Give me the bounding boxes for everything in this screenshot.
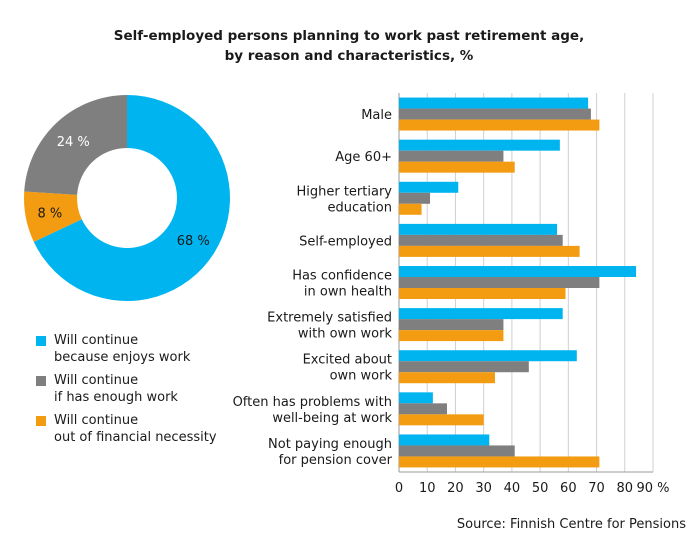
x-tick-label: 70 [588,481,605,496]
category-label: Extremely satisfied [267,311,392,326]
chart-title-line-1: Self-employed persons planning to work p… [113,28,585,44]
category-label: Not paying enough [268,437,392,452]
chart-title-line-2: by reason and characteristics, % [224,48,474,64]
category-label: Has confidence [292,269,392,284]
category-label: Male [361,108,392,123]
source-note: Source: Finnish Centre for Pensions [456,517,686,532]
x-tick-label: 80 [617,481,634,496]
legend-swatch-financial-necessity [36,416,46,426]
bar-6-3 [399,330,504,342]
legend-label-line: if has enough work [54,390,178,405]
legend-label-line: out of financial necessity [54,430,217,445]
category-label: in own health [304,285,392,300]
bar-2-3 [399,161,515,173]
x-tick-label: 50 [532,481,549,496]
x-tick-label: 0 [395,481,403,496]
pie-slice-label: 24 % [57,135,90,150]
category-label: with own work [298,327,393,342]
bar-3-1 [399,181,459,193]
x-tick-label: 40 [504,481,521,496]
bar-9-1 [399,434,490,446]
bar-7-2 [399,361,529,373]
category-label: Excited about [303,353,392,368]
bar-8-2 [399,403,447,415]
pie-slice-3 [24,95,127,195]
bar-1-3 [399,119,600,131]
bar-6-1 [399,308,563,320]
category-label: Self-employed [299,234,392,249]
bar-1-1 [399,97,589,109]
bar-7-1 [399,350,577,362]
bar-4-3 [399,245,580,257]
category-label: Age 60+ [335,150,392,165]
legend-label-line: because enjoys work [54,350,191,365]
legend-label-line: Will continue [54,413,139,428]
bar-3-3 [399,203,422,215]
category-label: for pension cover [279,453,393,468]
bar-9-2 [399,445,515,457]
bar-9-3 [399,456,600,468]
pie-slice-label: 68 % [177,234,210,249]
x-tick-label: 10 [419,481,436,496]
category-label: Often has problems with [233,395,392,410]
bar-5-2 [399,277,600,288]
legend-swatch-enjoys-work [36,336,46,346]
x-tick-label: 20 [447,481,464,496]
bar-2-2 [399,150,504,162]
bar-4-2 [399,234,563,246]
bar-6-2 [399,319,504,331]
bar-5-1 [399,266,637,277]
pie-slice-1 [33,95,231,301]
bar-2-1 [399,139,560,151]
category-label: education [327,200,392,215]
bar-5-3 [399,288,566,299]
legend-swatch-enough-work [36,376,46,386]
bar-7-3 [399,372,495,384]
category-label: own work [330,369,393,384]
x-tick-label: 30 [475,481,492,496]
chart-title: Self-employed persons planning to work p… [0,26,698,66]
category-label: well-being at work [272,411,392,426]
bar-8-1 [399,392,433,404]
legend-label-line: Will continue [54,333,139,348]
x-tick-label: 90 % [636,481,669,496]
category-label: Higher tertiary [296,184,392,199]
pie-slice-2 [23,191,82,242]
bar-8-3 [399,414,484,426]
legend-label-line: Will continue [54,373,139,388]
bar-1-2 [399,108,591,120]
bar-3-2 [399,192,431,204]
x-tick-label: 60 [560,481,577,496]
pie-slice-label: 8 % [38,207,63,222]
bar-4-1 [399,223,558,235]
